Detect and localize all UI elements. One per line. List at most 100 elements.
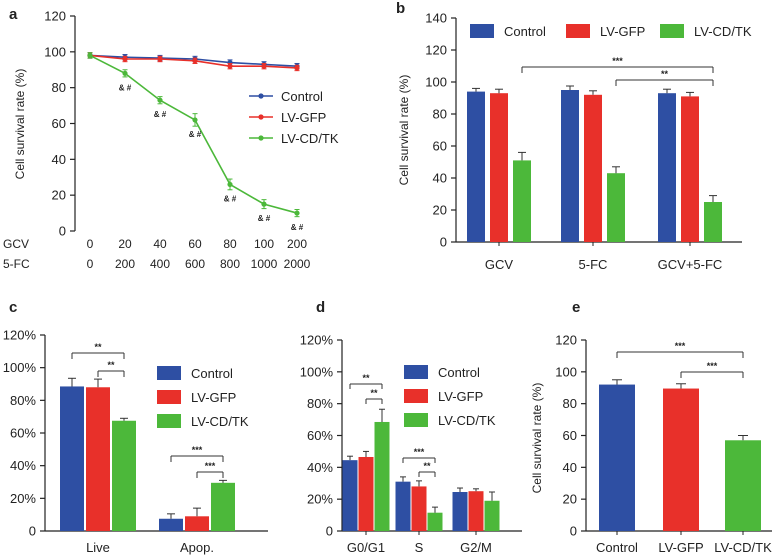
panel-b-sig-2-significance-label: ** — [661, 69, 669, 79]
panel-b-y-tick-label: 120 — [425, 43, 447, 58]
panel-c-legend-swatch — [157, 414, 181, 428]
panel-c-legend-swatch — [157, 390, 181, 404]
panel-a-gcv-value: 20 — [118, 237, 132, 251]
panel-c-bar — [185, 516, 209, 531]
panel-a-gcv-value: 0 — [87, 237, 94, 251]
panel-d-sig-2-significance-label: ** — [370, 388, 378, 398]
panel-a-data-point — [294, 65, 300, 71]
panel-b-legend-swatch — [660, 24, 684, 38]
panel-b-bar — [584, 94, 602, 242]
panel-d-legend-label: LV-GFP — [438, 389, 483, 404]
panel-a-y-tick-label: 60 — [52, 116, 66, 131]
panel-a-gcv-row-label: GCV — [3, 237, 29, 251]
panel-b-y-tick-label: 0 — [440, 235, 447, 250]
panel-e-y-tick-label: 20 — [563, 492, 577, 507]
panel-b-legend-label: LV-CD/TK — [694, 24, 752, 39]
panel-a-legend-label: LV-CD/TK — [281, 131, 339, 146]
panel-c-sig-1-significance-label: ** — [94, 342, 102, 352]
panel-d-sig-1-significance-label: ** — [362, 373, 370, 383]
panel-e-bar — [725, 440, 761, 531]
panel-c-legend-label: LV-CD/TK — [191, 414, 249, 429]
panel-c-sig-3-significance-label: *** — [192, 445, 203, 455]
panel-a-data-point — [157, 97, 163, 103]
panel-e-label: e — [572, 299, 580, 316]
panel-c-bar — [60, 386, 84, 531]
panel-d-legend-swatch — [404, 389, 428, 403]
panel-a-5fc-value: 1000 — [251, 257, 278, 271]
panel-e-y-tick-label: 60 — [563, 428, 577, 443]
panel-b-bar — [513, 160, 531, 242]
panel-a-5fc-value: 600 — [185, 257, 205, 271]
panel-a-data-point — [157, 56, 163, 62]
panel-d-label: d — [316, 299, 325, 316]
panel-a-annotation: & # — [189, 130, 202, 139]
panel-b-sig-1-significance-label: *** — [612, 56, 623, 66]
panel-b-bar — [467, 91, 485, 242]
panel-e-y-tick-label: 40 — [563, 460, 577, 475]
panel-a-y-tick-label: 100 — [44, 44, 66, 59]
panel-b-y-tick-label: 100 — [425, 75, 447, 90]
panel-e-sig-2-significance-label: *** — [707, 361, 718, 371]
panel-a-annotation: & # — [154, 110, 167, 119]
panel-c-bar — [211, 482, 235, 531]
panel-c-y-tick-label: 100% — [3, 360, 37, 375]
panel-a-annotation: & # — [258, 214, 271, 223]
panel-a-y-tick-label: 80 — [52, 80, 66, 95]
panel-b-x-tick-label: GCV — [485, 257, 514, 272]
panel-a-legend-marker — [258, 114, 264, 120]
panel-e-y-tick-label: 0 — [570, 524, 577, 539]
panel-b: b 0 20 40 60 80 100 120 140 Cell survival rate (%… — [396, 0, 752, 272]
panel-a-y-tick-label: 40 — [52, 152, 66, 167]
panel-a-data-point — [227, 63, 233, 69]
panel-e-bar — [599, 384, 635, 531]
panel-d-x-tick-label: S — [415, 540, 424, 555]
panel-e-y-tick-label: 120 — [555, 333, 577, 348]
panel-c-legend-label: LV-GFP — [191, 390, 236, 405]
panel-d-x-tick-label: G0/G1 — [347, 540, 385, 555]
panel-a-legend-marker — [258, 135, 264, 141]
panel-b-y-tick-label: 140 — [425, 11, 447, 26]
panel-c-x-tick-label: Live — [86, 540, 110, 555]
panel-b-y-tick-label: 40 — [433, 171, 447, 186]
panel-e-sig-1-significance-label: *** — [675, 341, 686, 351]
panel-c-x-tick-label: Apop. — [180, 540, 214, 555]
panel-b-y-tick-label: 80 — [433, 107, 447, 122]
panel-c-bar — [86, 387, 110, 531]
panel-a-data-point — [122, 70, 128, 76]
panel-b-legend-swatch — [470, 24, 494, 38]
panel-c-y-tick-label: 0 — [29, 524, 36, 539]
panel-c-legend-label: Control — [191, 366, 233, 381]
panel-d-bar — [342, 460, 358, 531]
panel-a-5fc-row-label: 5-FC — [3, 257, 30, 271]
panel-b-y-tick-label: 60 — [433, 139, 447, 154]
panel-d-legend-label: LV-CD/TK — [438, 413, 496, 428]
panel-a-5fc-value: 400 — [150, 257, 170, 271]
panel-e-bar — [663, 388, 699, 531]
panel-d-y-tick-label: 120% — [300, 333, 334, 348]
panel-a-5fc-value: 800 — [220, 257, 240, 271]
panel-b-legend-label: Control — [504, 24, 546, 39]
panel-b-bar — [490, 93, 508, 242]
panel-e: e 0 20 40 60 80 100 120 Cell survival rate (%) Co… — [530, 299, 772, 555]
panel-c-y-tick-label: 80% — [10, 393, 36, 408]
panel-b-x-tick-label: GCV+5-FC — [658, 257, 723, 272]
panel-d-bar — [452, 492, 468, 531]
panel-a-data-point — [122, 56, 128, 62]
panel-b-y-tick-label: 20 — [433, 203, 447, 218]
panel-a-y-tick-label: 0 — [59, 224, 66, 239]
panel-c-sig-2-significance-label: ** — [107, 360, 115, 370]
panel-a-y-axis-label: Cell survival rate (%) — [13, 69, 27, 180]
panel-d-bar — [411, 486, 427, 531]
panel-e-y-tick-label: 100 — [555, 364, 577, 379]
panel-a-gcv-value: 60 — [188, 237, 202, 251]
panel-a-legend-label: Control — [281, 89, 323, 104]
panel-a-data-point — [192, 58, 198, 64]
panel-d-sig-4-significance-label: ** — [423, 461, 431, 471]
panel-b-bar — [704, 202, 722, 242]
panel-a-annotation: & # — [224, 194, 237, 203]
panel-a-gcv-value: 40 — [153, 237, 167, 251]
panel-e-x-tick-label: LV-GFP — [658, 540, 703, 555]
panel-d-bar — [468, 491, 484, 531]
